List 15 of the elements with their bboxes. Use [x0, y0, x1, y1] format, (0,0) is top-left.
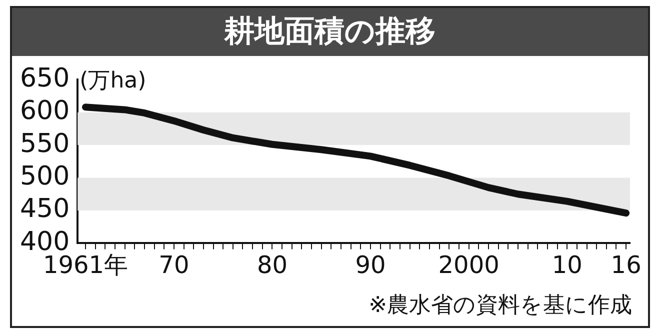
x-tick-label: 90 — [355, 250, 386, 279]
x-tick-label: 80 — [256, 250, 288, 279]
x-tick-label: 16 — [610, 250, 642, 279]
x-tick-label: 10 — [552, 250, 582, 279]
y-tick-label: 450 — [20, 194, 70, 224]
y-tick-label: 650 — [20, 63, 70, 94]
y-tick-label: 550 — [20, 128, 70, 159]
y-tick-label: 600 — [20, 96, 70, 126]
y-axis-title: (万ha) — [80, 68, 146, 94]
chart-title: 耕地面積の推移 — [12, 8, 648, 56]
text: ※農水省の資料を基に作成 — [368, 292, 632, 320]
x-tick-label: 1961年 — [42, 250, 128, 279]
x-tick-label: 70 — [158, 250, 190, 279]
x-tick-label: 2000 — [438, 250, 500, 279]
y-tick-label: 500 — [20, 162, 70, 192]
